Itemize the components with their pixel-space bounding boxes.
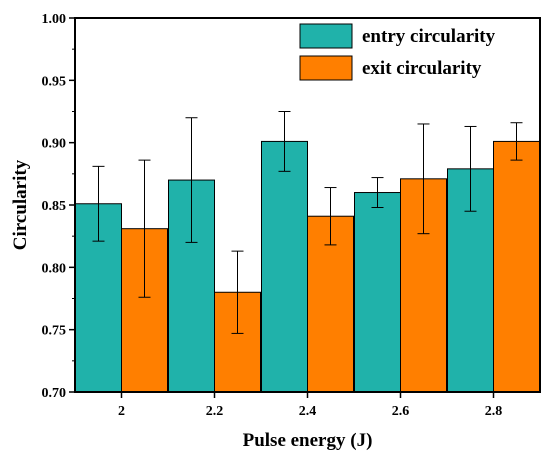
bar-entry-2.6 — [354, 192, 401, 393]
error-bar-entry-2.4 — [278, 111, 291, 172]
y-tick-label: 0.95 — [42, 74, 67, 89]
error-bar-entry-2 — [92, 165, 105, 242]
error-bar-exit-2.4 — [324, 187, 337, 246]
error-bar-exit-2 — [138, 159, 151, 298]
legend-label-entry: entry circularity — [362, 26, 496, 47]
error-bars-layer — [92, 111, 523, 334]
x-tick-label: 2.6 — [392, 404, 410, 419]
ticks-layer: 0.70 0.75 0.80 0.85 0.90 0.95 1.00 2 2.2 2.4 2.6 2.… — [42, 12, 503, 419]
x-tick-label: 2.2 — [206, 404, 224, 419]
error-bar-exit-2.6 — [417, 123, 430, 235]
legend: entry circularity exit circularity — [299, 23, 496, 81]
y-tick-label: 1.00 — [42, 12, 67, 27]
y-tick-label: 0.75 — [42, 324, 67, 339]
bar-exit-2.4 — [307, 215, 354, 393]
y-tick-label: 0.70 — [42, 386, 67, 401]
bars-layer — [75, 140, 540, 393]
x-tick-label: 2 — [118, 404, 125, 419]
y-tick-label: 0.80 — [42, 261, 67, 276]
y-tick-label: 0.90 — [42, 137, 67, 152]
y-tick-label: 0.85 — [42, 199, 67, 214]
legend-label-exit: exit circularity — [362, 58, 482, 79]
error-bar-exit-2.2 — [231, 250, 244, 334]
x-axis-title: Pulse energy (J) — [243, 430, 373, 451]
legend-swatch-entry — [299, 23, 353, 49]
error-bar-entry-2.2 — [185, 117, 198, 243]
y-axis-title: Circularity — [10, 159, 31, 250]
bar-entry-2.4 — [261, 140, 308, 393]
x-tick-label: 2.8 — [485, 404, 503, 419]
legend-swatch-exit — [299, 55, 353, 81]
bar-exit-2.8 — [493, 140, 540, 393]
error-bar-entry-2.8 — [464, 125, 477, 212]
error-bar-exit-2.8 — [510, 122, 523, 161]
x-tick-label: 2.4 — [299, 404, 317, 419]
error-bar-entry-2.6 — [371, 177, 384, 208]
